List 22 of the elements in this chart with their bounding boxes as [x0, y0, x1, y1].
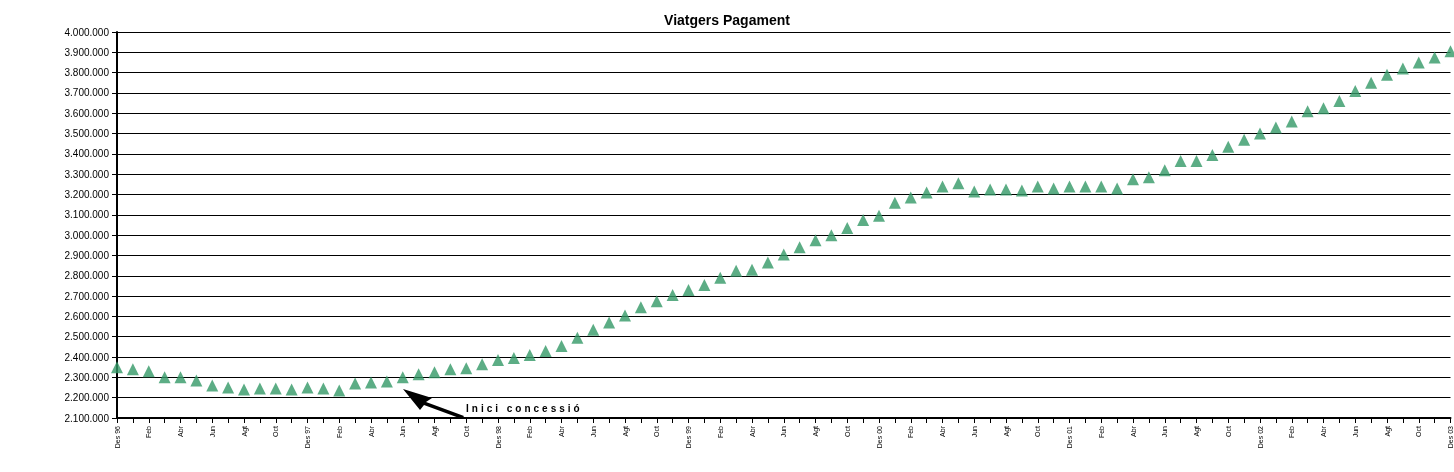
y-tick-label: 2.700.000 [64, 290, 110, 302]
y-tick-label: 2.300.000 [64, 371, 110, 383]
chart-title: Viatgers Pagament [664, 12, 791, 28]
y-tick-label: 3.400.000 [64, 148, 110, 160]
y-tick-label: 2.800.000 [64, 270, 110, 282]
y-tick-label: 2.600.000 [64, 310, 110, 322]
y-tick-label: 3.600.000 [64, 107, 110, 119]
y-tick-label: 3.500.000 [64, 128, 110, 140]
y-tick-label: 3.800.000 [64, 67, 110, 79]
y-tick-label: 2.400.000 [64, 351, 110, 363]
y-tick-label: 3.900.000 [64, 46, 110, 58]
y-tick-label: 2.900.000 [64, 249, 110, 261]
y-tick-label: 3.100.000 [64, 209, 110, 221]
y-tick-label: 2.200.000 [64, 392, 110, 404]
y-tick-label: 3.000.000 [64, 229, 110, 241]
y-tick-label: 2.500.000 [64, 331, 110, 343]
annotation: Inici concessió [466, 403, 583, 414]
y-tick-label: 2.100.000 [64, 412, 110, 424]
y-tick-label: 3.700.000 [64, 87, 110, 99]
y-tick-label: 3.300.000 [64, 168, 110, 180]
y-tick-label: 3.200.000 [64, 189, 110, 201]
y-tick-label: 4.000.000 [64, 26, 110, 38]
